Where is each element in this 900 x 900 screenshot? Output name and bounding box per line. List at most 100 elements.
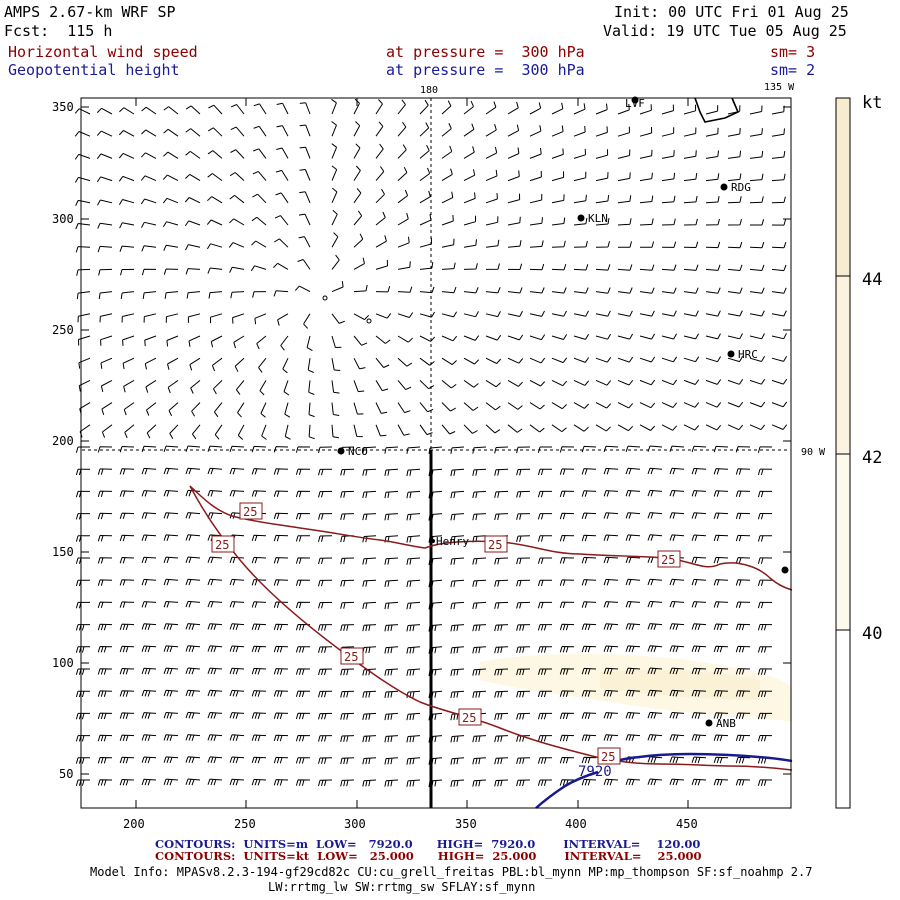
wind-barb — [485, 287, 501, 294]
wind-barb — [185, 734, 201, 741]
wind-barb — [647, 623, 663, 630]
wind-barb — [749, 264, 765, 271]
wind-barb — [375, 188, 385, 204]
wind-barb — [207, 645, 223, 653]
wind-barb — [669, 689, 685, 697]
wind-barb — [295, 757, 311, 764]
wind-barb — [96, 107, 113, 115]
wind-barb — [472, 601, 487, 610]
wind-barb — [705, 173, 720, 182]
wind-barb — [397, 286, 413, 293]
wind-barb — [318, 779, 333, 787]
wind-barb — [705, 402, 722, 408]
wind-barb — [229, 667, 245, 675]
wind-barb — [551, 310, 567, 317]
wind-barb — [735, 645, 751, 653]
wind-barb — [625, 490, 641, 497]
wind-barb — [75, 690, 90, 698]
wind-barb — [340, 601, 355, 609]
wind-barb — [185, 556, 201, 564]
wind-barb — [450, 468, 465, 477]
wind-barb — [516, 601, 531, 609]
wind-barb — [340, 468, 355, 476]
wind-barb — [485, 192, 498, 204]
wind-barb — [207, 756, 223, 764]
wind-barb — [771, 241, 787, 249]
wind-barb — [306, 335, 313, 352]
x-tick-label: 350 — [455, 817, 477, 831]
wind-barb — [771, 128, 785, 137]
wind-barb — [559, 557, 575, 564]
wind-barb — [77, 313, 91, 323]
wind-barb — [529, 424, 545, 433]
wind-barb — [419, 190, 431, 204]
wind-barb — [705, 310, 721, 317]
wind-barb — [713, 623, 729, 631]
wind-barb — [757, 446, 773, 453]
wind-barb — [119, 490, 135, 497]
wind-barb — [331, 232, 339, 248]
wind-barb — [384, 757, 399, 765]
wind-barb — [169, 424, 179, 439]
wind-barb — [318, 690, 333, 698]
wind-barb — [384, 601, 399, 610]
wind-barb — [529, 193, 543, 204]
station-dot — [431, 539, 435, 543]
wind-barb — [441, 214, 454, 226]
wind-barb — [375, 357, 390, 368]
wind-barb — [284, 424, 291, 440]
wind-barb — [749, 105, 763, 115]
wind-barb — [119, 779, 135, 786]
wind-barb — [384, 468, 399, 476]
wind-barb — [581, 579, 597, 586]
wind-barb — [463, 239, 477, 248]
wind-barb — [485, 357, 502, 364]
wind-barb — [551, 125, 564, 137]
contour-label: 25 — [661, 553, 675, 567]
wind-barb — [163, 244, 179, 251]
wind-barb — [251, 756, 267, 764]
wind-barb — [771, 264, 787, 272]
wind-barb — [516, 624, 531, 631]
wind-barb — [669, 712, 685, 719]
wind-barb — [397, 189, 409, 204]
wind-barb — [78, 335, 91, 346]
wind-barb — [362, 690, 377, 698]
wind-barb — [119, 690, 135, 697]
wind-barb — [537, 624, 552, 631]
wind-barb — [75, 535, 90, 542]
wind-barb — [705, 287, 721, 294]
wind-barb — [529, 217, 543, 226]
wind-barb — [375, 402, 388, 414]
wind-barb — [362, 557, 377, 565]
wind-barb — [207, 512, 223, 519]
wind-barb — [625, 645, 641, 653]
wind-barb — [516, 468, 531, 476]
wind-barb — [639, 379, 656, 386]
wind-barb — [639, 195, 654, 204]
wind-barb — [419, 402, 434, 413]
y-tick-label: 250 — [52, 323, 74, 337]
wind-barb — [186, 291, 201, 299]
wind-barb — [397, 144, 407, 159]
wind-barb — [581, 645, 597, 653]
wind-barb — [119, 756, 135, 764]
wind-barb — [573, 240, 588, 248]
wind-barb — [163, 106, 179, 115]
wind-barb — [661, 218, 676, 226]
wind-barb — [683, 402, 700, 408]
wind-barb — [144, 335, 157, 347]
wind-barb — [647, 756, 663, 764]
wind-barb — [494, 446, 509, 454]
wind-barb — [559, 468, 575, 475]
wind-barb — [639, 218, 654, 226]
wind-barb — [141, 778, 157, 786]
station-label: Henry — [436, 535, 469, 548]
wind-barb — [280, 335, 289, 351]
wind-barb — [559, 601, 575, 609]
wind-barb — [727, 379, 744, 385]
wind-barb — [749, 287, 765, 294]
wind-barb — [141, 512, 157, 519]
wind-barb — [625, 712, 641, 719]
wind-barb — [119, 557, 135, 564]
